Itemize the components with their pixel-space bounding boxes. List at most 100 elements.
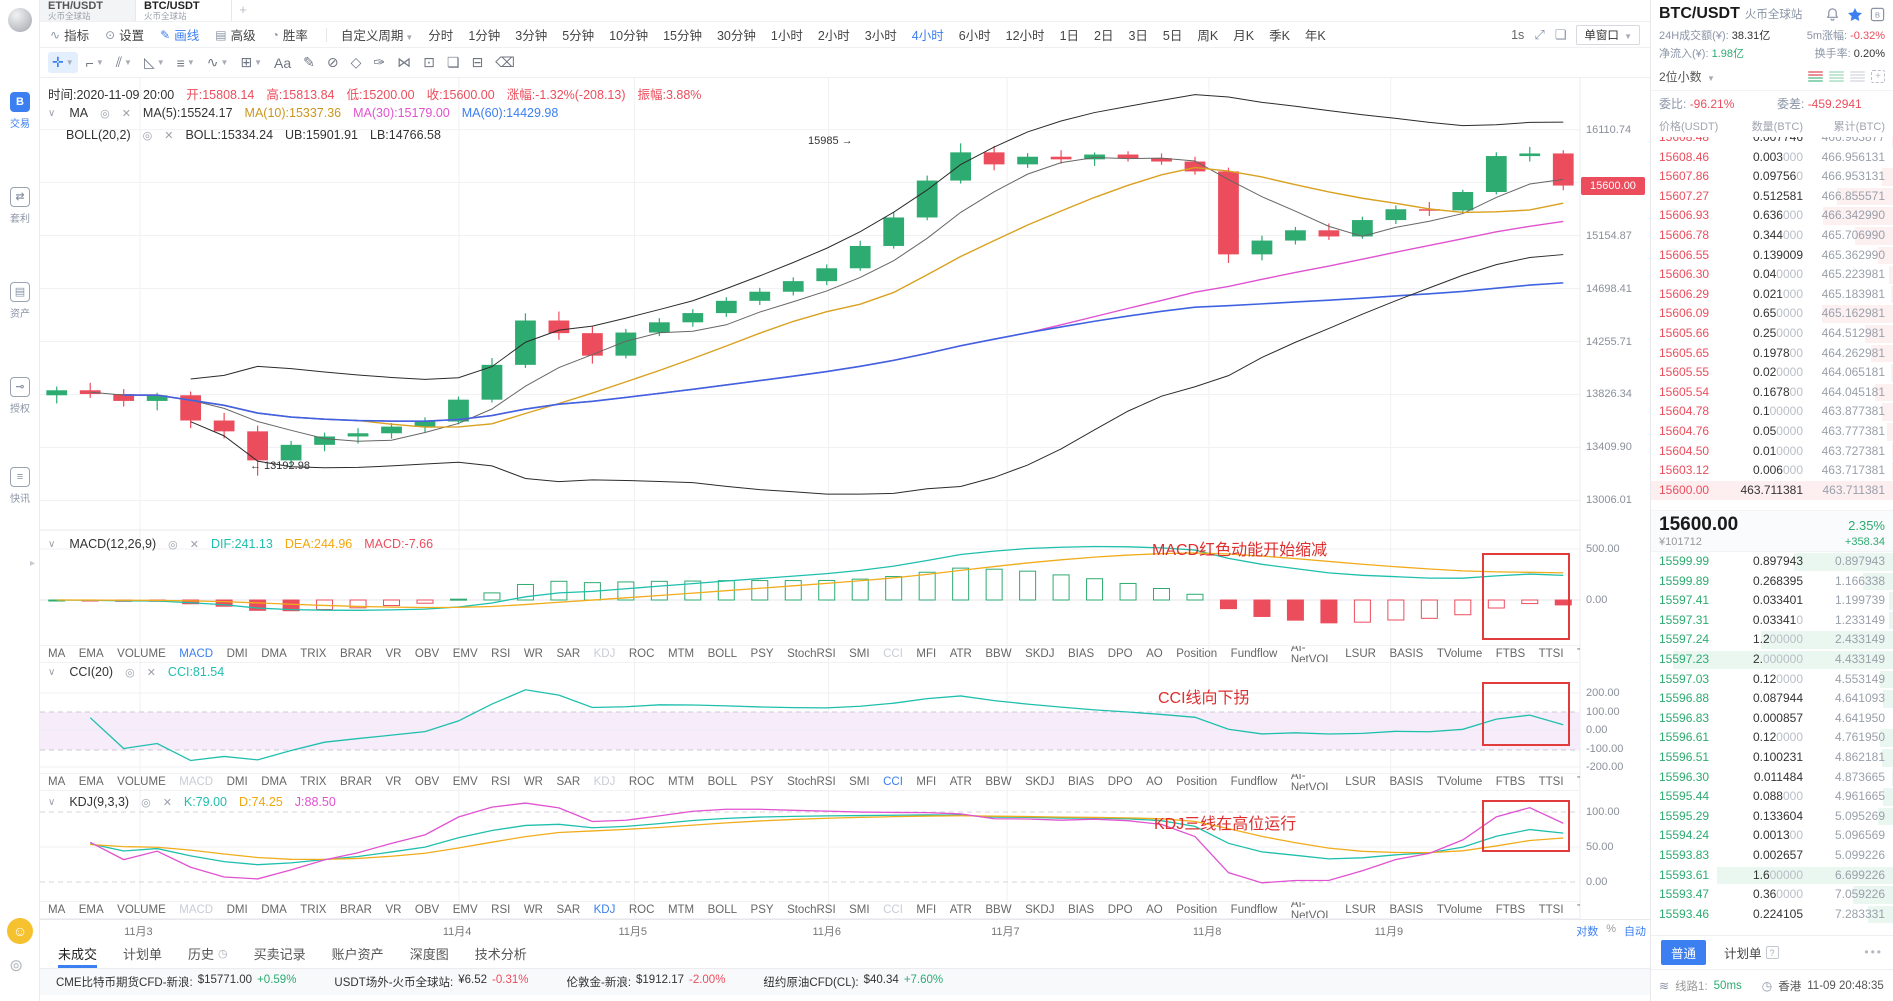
support-icon[interactable]: ☺ <box>7 918 33 944</box>
bid-row[interactable]: 15597.24 1.200000 2.433149 <box>1651 630 1893 650</box>
indicator-tab-macd[interactable]: MACD <box>179 776 214 788</box>
crosshair-icon[interactable]: ✛ ▼ <box>48 52 78 73</box>
sidebar-item-auth[interactable]: ⊸ 授权 <box>0 377 40 415</box>
ask-row[interactable]: 15606.93 0.636000 466.342990 <box>1651 206 1893 226</box>
indicator-tab-position[interactable]: Position <box>1176 648 1218 660</box>
period-5分钟[interactable]: 5分钟 <box>562 29 595 43</box>
more-options-icon[interactable]: ••• <box>1864 945 1883 959</box>
indicator-tab-stochrsi[interactable]: StochRSI <box>787 904 836 916</box>
indicator-tab-ma[interactable]: MA <box>48 776 66 788</box>
indicator-tab-atr[interactable]: ATR <box>949 904 972 916</box>
custom-period-dropdown[interactable]: 自定义周期 ▼ <box>340 29 414 43</box>
indicator-tab-bias[interactable]: BIAS <box>1067 648 1095 660</box>
indicator-tab-bbw[interactable]: BBW <box>985 648 1012 660</box>
indicator-tab-bias[interactable]: BIAS <box>1067 904 1095 916</box>
indicator-tab-ttsi[interactable]: TTSI <box>1538 776 1564 788</box>
indicator-tab-vr[interactable]: VR <box>385 776 402 788</box>
ask-row[interactable]: 15605.54 0.167800 464.045181 <box>1651 383 1893 403</box>
indicator-tab-brar[interactable]: BRAR <box>339 904 372 916</box>
bid-row[interactable]: 15597.23 2.000000 4.433149 <box>1651 650 1893 670</box>
indicator-tab-position[interactable]: Position <box>1176 904 1218 916</box>
toolbar-胜率-button[interactable]: ◔ 胜率 <box>271 27 308 44</box>
window-mode-button[interactable]: 单窗口 ▼ <box>1576 24 1640 45</box>
refresh-interval[interactable]: 1s <box>1511 27 1525 42</box>
tab-eth-usdt[interactable]: ETH/USDT 火币全球站 <box>40 0 136 21</box>
indicator-tab-emv[interactable]: EMV <box>452 648 478 660</box>
close-indicator-icon[interactable]: ✕ <box>146 666 156 679</box>
ask-row[interactable]: 15600.00 463.711381 463.711381 <box>1651 480 1893 501</box>
period-6小时[interactable]: 6小时 <box>958 29 991 43</box>
bid-row[interactable]: 15596.88 0.087944 4.641093 <box>1651 689 1893 709</box>
indicator-tab-stochrsi[interactable]: StochRSI <box>787 776 836 788</box>
ask-row[interactable]: 15608.48 0.007746 466.963877 <box>1659 137 1893 147</box>
indicator-tab-ema[interactable]: EMA <box>78 776 104 788</box>
triangle-icon[interactable]: ◺ ▼ <box>143 54 165 70</box>
ask-row[interactable]: 15606.55 0.139009 465.362990 <box>1651 246 1893 266</box>
depth-mode-bids-icon[interactable] <box>1829 70 1844 83</box>
indicator-tab-dmi[interactable]: DMI <box>226 904 248 916</box>
ask-row[interactable]: 15605.66 0.250000 464.512981 <box>1651 324 1893 344</box>
ask-row[interactable]: 15603.12 0.006000 463.717381 <box>1659 462 1893 480</box>
indicator-tab-ao[interactable]: AO <box>1146 648 1163 660</box>
period-4小时[interactable]: 4小时 <box>911 29 944 43</box>
ask-row[interactable]: 15604.76 0.050000 463.777381 <box>1651 422 1893 442</box>
favorite-star-icon[interactable] <box>1847 7 1863 22</box>
indicator-tab-mfi[interactable]: MFI <box>916 904 937 916</box>
lock-icon[interactable]: ⊡ <box>423 54 435 70</box>
eraser-icon[interactable]: ⊘ <box>326 54 339 70</box>
sidebar-item-news[interactable]: ≡ 快讯 <box>0 467 40 505</box>
bid-row[interactable]: 15599.99 0.897943 0.897943 <box>1651 552 1893 572</box>
period-周K[interactable]: 周K <box>1197 29 1219 43</box>
indicator-tab-dpo[interactable]: DPO <box>1107 648 1133 660</box>
indicator-tab-dma[interactable]: DMA <box>261 648 287 660</box>
period-1小时[interactable]: 1小时 <box>770 29 803 43</box>
indicator-tab-smi[interactable]: SMI <box>849 776 870 788</box>
period-12小时[interactable]: 12小时 <box>1005 29 1045 43</box>
indicator-tab-ema[interactable]: EMA <box>78 904 104 916</box>
fibonacci-icon[interactable]: ≡ ▼ <box>176 54 195 71</box>
indicator-tab-mfi[interactable]: MFI <box>916 776 937 788</box>
brush-icon[interactable]: ✎ <box>303 54 315 70</box>
toolbar-高级-button[interactable]: ▤ 高级 <box>215 27 256 44</box>
indicator-tab-brar[interactable]: BRAR <box>339 648 372 660</box>
indicator-tab-trix[interactable]: TRIX <box>300 776 327 788</box>
indicator-tab-lsur[interactable]: LSUR <box>1345 776 1376 788</box>
indicator-tab-rsi[interactable]: RSI <box>491 776 511 788</box>
indicator-tab-wr[interactable]: WR <box>523 776 543 788</box>
close-indicator-icon[interactable]: ✕ <box>189 538 199 551</box>
ask-row[interactable]: 15608.46 0.003000 466.956131 <box>1659 148 1893 167</box>
ruler-icon[interactable]: ◇ <box>350 54 362 70</box>
indicator-tab-sar[interactable]: SAR <box>556 776 581 788</box>
indicator-tab-fundflow[interactable]: Fundflow <box>1230 776 1278 788</box>
bid-row[interactable]: 15596.61 0.120000 4.761950 <box>1651 728 1893 748</box>
indicator-tab-roc[interactable]: ROC <box>628 904 655 916</box>
bottom-tab-未成交[interactable]: 未成交 <box>58 938 98 968</box>
period-分时[interactable]: 分时 <box>428 29 454 43</box>
indicator-tab-macd[interactable]: MACD <box>179 648 214 660</box>
indicator-tab-rsi[interactable]: RSI <box>491 648 511 660</box>
period-15分钟[interactable]: 15分钟 <box>663 29 702 43</box>
period-2日[interactable]: 2日 <box>1094 29 1114 43</box>
indicator-tab-bbw[interactable]: BBW <box>985 776 1012 788</box>
indicator-tab-ema[interactable]: EMA <box>78 648 104 660</box>
pen-icon[interactable]: ✑ <box>373 54 386 70</box>
bottom-tab-技术分析[interactable]: 技术分析 <box>474 946 527 962</box>
indicator-tab-psy[interactable]: PSY <box>750 776 774 788</box>
indicator-tab-brar[interactable]: BRAR <box>339 776 372 788</box>
settings-gear-icon[interactable]: ⊚ <box>9 956 24 975</box>
bottom-tab-买卖记录[interactable]: 买卖记录 <box>253 946 306 962</box>
period-3日[interactable]: 3日 <box>1128 29 1148 43</box>
indicator-tab-trix[interactable]: TRIX <box>300 904 327 916</box>
toolbar-指标-button[interactable]: ∿ 指标 <box>50 27 90 44</box>
period-季K[interactable]: 季K <box>1269 29 1290 43</box>
bid-row[interactable]: 15593.47 0.360000 7.059226 <box>1651 885 1893 905</box>
bid-row[interactable]: 15596.51 0.100231 4.862181 <box>1651 748 1893 768</box>
indicator-tab-dma[interactable]: DMA <box>261 904 287 916</box>
period-年K[interactable]: 年K <box>1304 29 1326 43</box>
bid-row[interactable]: 15593.46 0.224105 7.283331 <box>1651 905 1893 925</box>
indicator-tab-lsur[interactable]: LSUR <box>1345 648 1376 660</box>
indicator-tab-emv[interactable]: EMV <box>452 904 478 916</box>
indicator-tab-macd[interactable]: MACD <box>179 904 214 916</box>
chart-area[interactable]: 时间:2020-11-09 20:00 开:15808.14 高:15813.84 低… <box>40 78 1650 938</box>
indicator-tab-psy[interactable]: PSY <box>750 648 774 660</box>
